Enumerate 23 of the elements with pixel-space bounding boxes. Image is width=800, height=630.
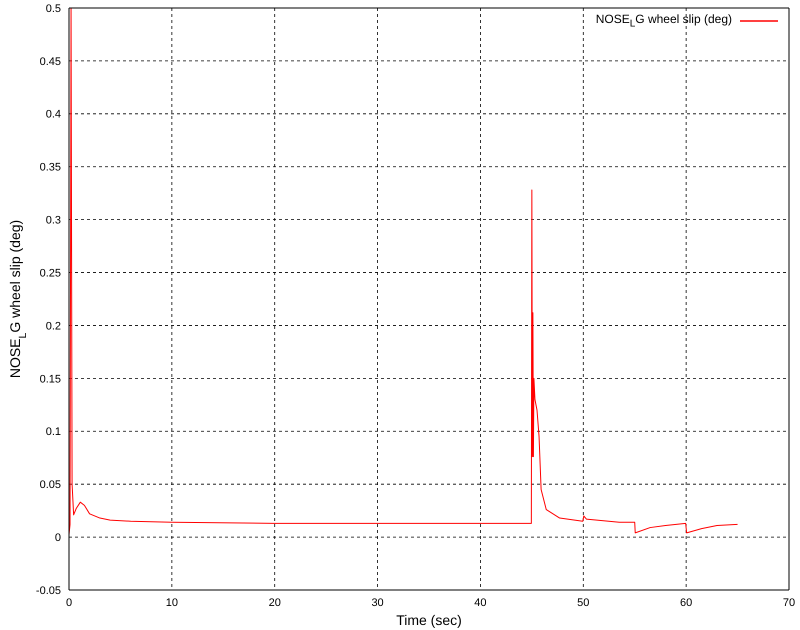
y-tick-label: -0.05: [36, 584, 61, 597]
y-tick-label: 0.4: [46, 108, 61, 121]
x-tick-label: 40: [474, 596, 487, 609]
x-tick-label: 50: [577, 596, 590, 609]
y-tick-label: 0.3: [46, 214, 61, 227]
y-tick-label: 0.25: [40, 267, 61, 280]
line-series: [69, 8, 738, 536]
y-tick-label: 0.35: [40, 162, 61, 174]
y-tick-label: 0.5: [46, 2, 61, 15]
y-tick-label: 0.1: [46, 426, 61, 438]
x-tick-label: 20: [268, 596, 281, 609]
x-tick-label: 30: [371, 596, 384, 609]
x-tick-label: 0: [66, 596, 72, 609]
x-tick-label: 70: [782, 596, 796, 609]
y-tick-label: 0: [54, 532, 61, 544]
y-tick-label: 0.45: [40, 56, 61, 68]
x-axis-title: Time (sec): [396, 612, 462, 628]
y-tick-label: 0.05: [40, 479, 61, 492]
y-tick-label: 0.15: [40, 373, 61, 386]
legend-label: NOSE$_{L}$G wheel slip (deg): [596, 12, 732, 30]
x-tick-label: 10: [166, 596, 178, 609]
y-tick-label: 0.2: [46, 320, 61, 332]
x-tick-label: 60: [680, 596, 692, 609]
